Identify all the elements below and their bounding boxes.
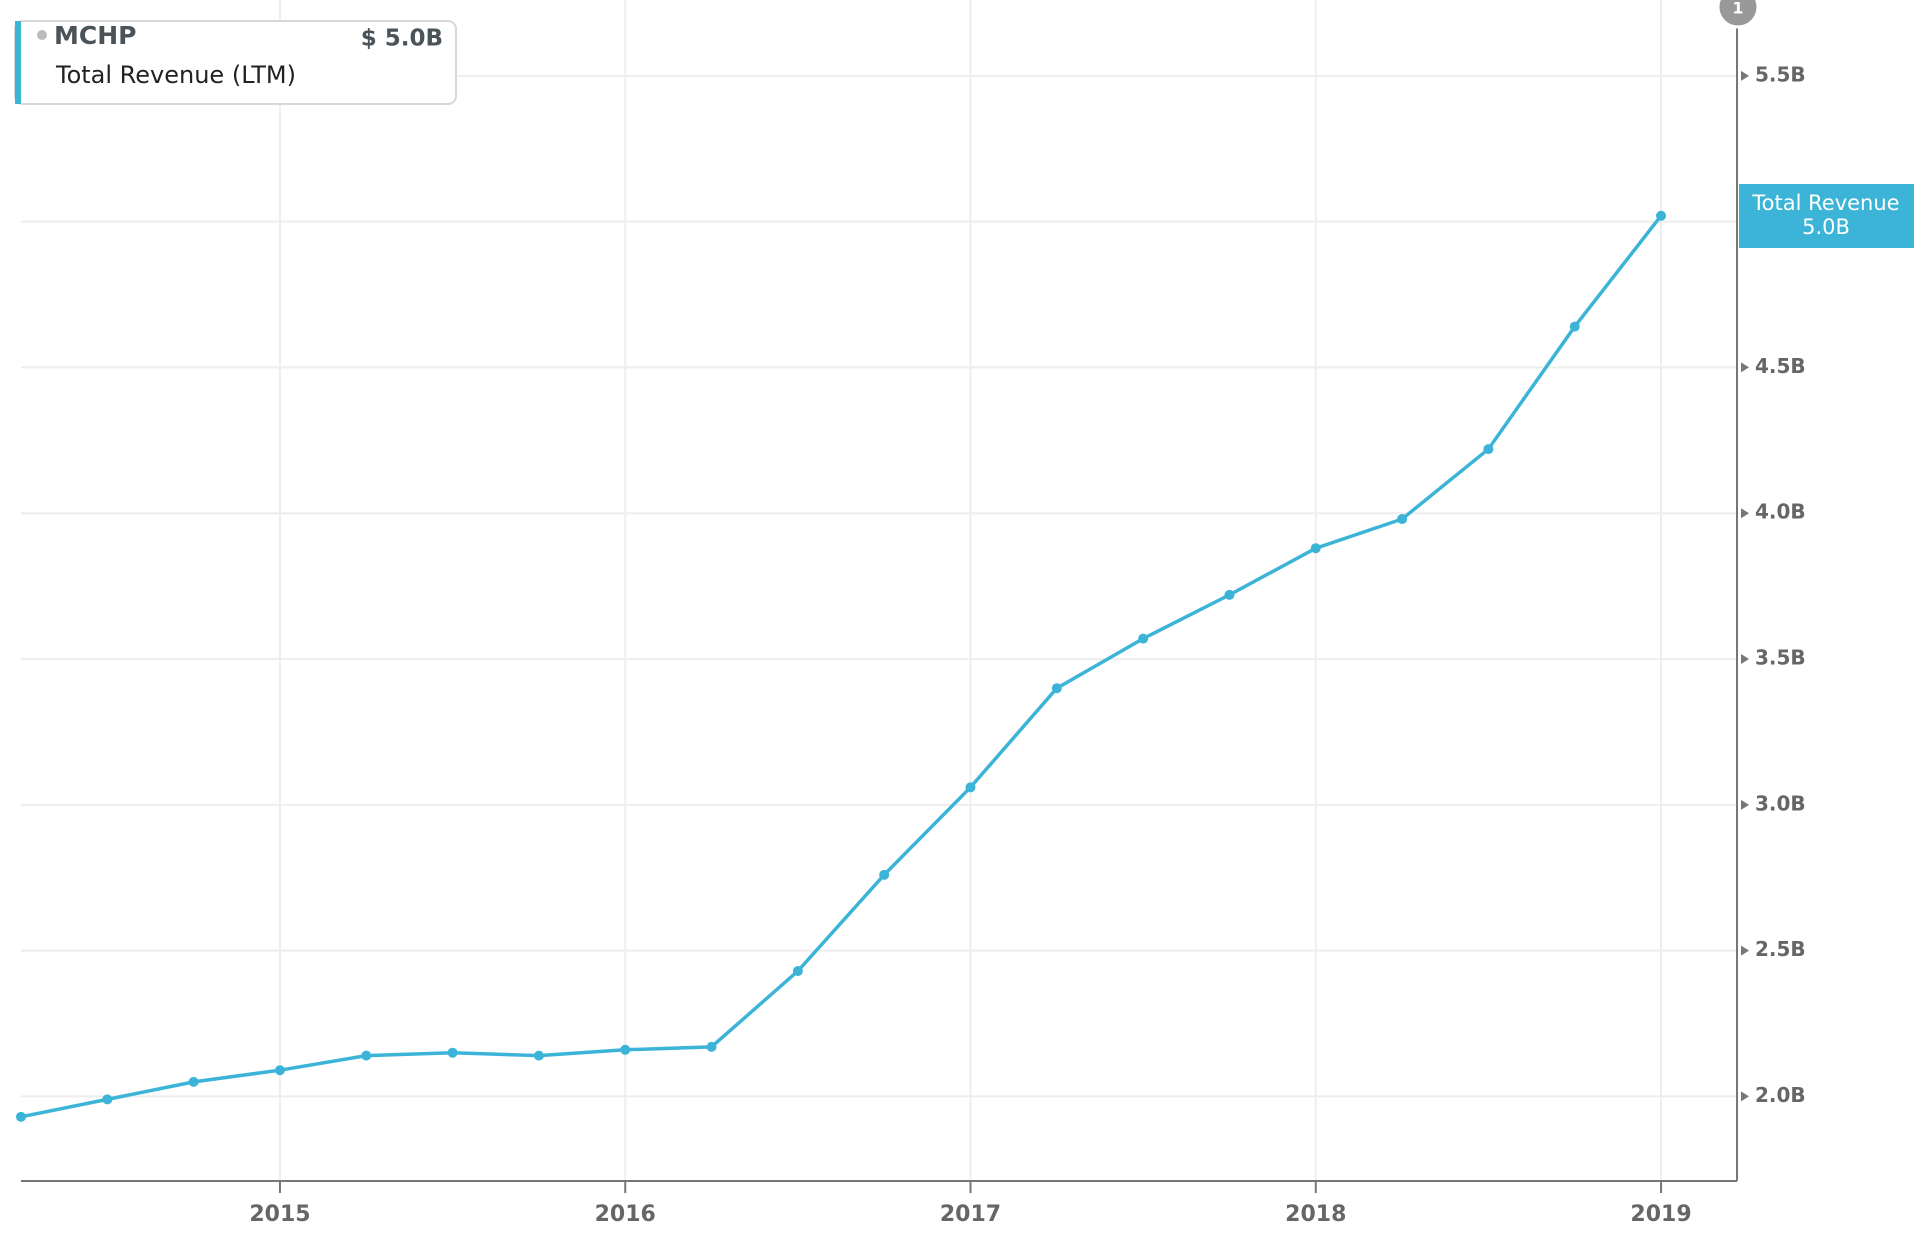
x-tick-label: 2017: [940, 1202, 1001, 1227]
y-tick-label: 5.5B: [1755, 62, 1806, 86]
y-tick-mark: [1741, 70, 1749, 81]
y-tick-label: 2.5B: [1755, 937, 1806, 961]
x-tick-label: 2015: [249, 1202, 310, 1227]
data-point: [1051, 683, 1062, 694]
y-tick-label: 4.0B: [1755, 500, 1806, 524]
end-label-name: Total Revenue: [1751, 191, 1899, 215]
data-point: [188, 1076, 199, 1087]
data-point: [102, 1094, 113, 1105]
y-tick-mark: [1741, 508, 1749, 519]
y-tick-mark: [1741, 362, 1749, 373]
data-point: [965, 782, 976, 793]
legend-dot: [37, 30, 47, 40]
end-label-value: 5.0B: [1802, 215, 1850, 239]
series-line: [20, 214, 1663, 1119]
legend-box: MCHP $ 5.0B Total Revenue (LTM): [14, 20, 457, 105]
y-tick-mark: [1741, 654, 1749, 665]
data-point: [274, 1065, 285, 1076]
data-point: [361, 1050, 372, 1061]
end-label-box: [1739, 184, 1914, 248]
x-tick-label: 2016: [595, 1202, 656, 1227]
data-point: [792, 966, 803, 977]
y-tick-label: 4.5B: [1755, 354, 1806, 378]
data-point: [1483, 444, 1494, 455]
legend-accent: [15, 21, 21, 104]
legend-ticker: MCHP: [54, 21, 136, 50]
y-tick-mark: [1741, 1091, 1749, 1102]
badge: [1716, 0, 1760, 29]
data-point: [620, 1044, 631, 1055]
y-tick-mark: [1741, 799, 1749, 810]
y-tick-label: 3.5B: [1755, 646, 1806, 670]
data-point: [1397, 514, 1408, 525]
data-point: [1138, 633, 1149, 644]
y-tick-label: 2.0B: [1755, 1083, 1806, 1107]
y-tick-label: 3.0B: [1755, 791, 1806, 815]
badge-label: 1: [1732, 0, 1743, 18]
legend-metric: Total Revenue (LTM): [55, 61, 296, 89]
legend-value: $ 5.0B: [361, 26, 443, 52]
data-point: [879, 869, 890, 880]
data-point: [533, 1050, 544, 1061]
data-point: [1656, 210, 1667, 221]
data-point: [1310, 543, 1321, 554]
data-point: [706, 1041, 717, 1052]
data-point: [1224, 589, 1235, 600]
data-point: [16, 1111, 26, 1122]
y-tick-mark: [1741, 945, 1749, 956]
x-tick-label: 2019: [1630, 1202, 1691, 1227]
x-tick-label: 2018: [1285, 1202, 1346, 1227]
data-point: [1569, 321, 1580, 332]
data-point: [447, 1047, 458, 1058]
